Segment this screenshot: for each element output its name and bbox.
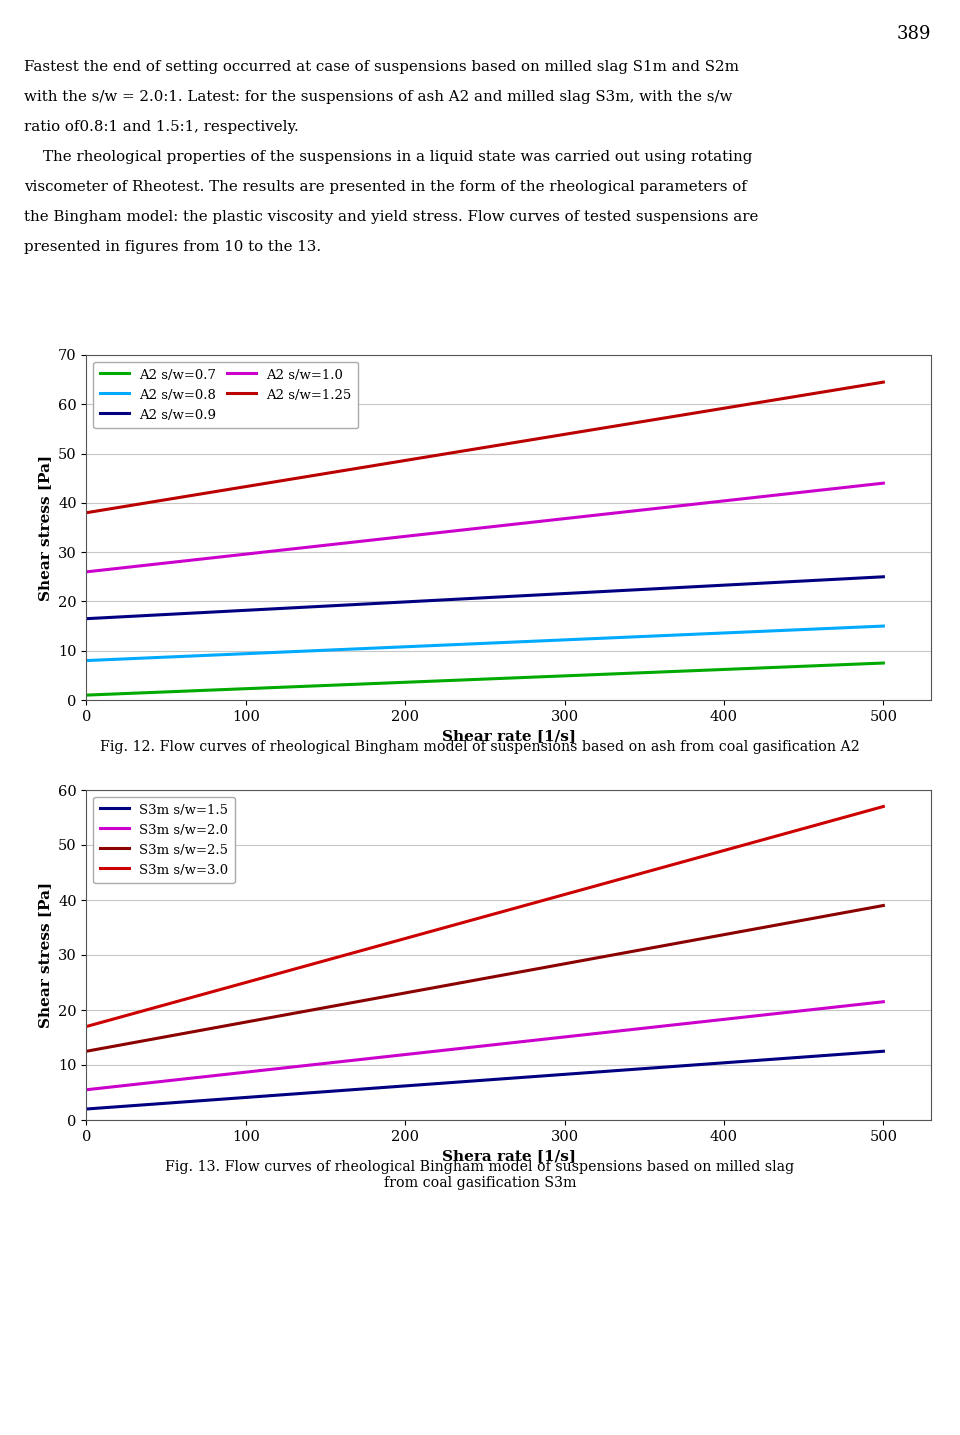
Text: Fastest the end of setting occurred at case of suspensions based on milled slag : Fastest the end of setting occurred at c…	[24, 60, 739, 75]
Text: viscometer of Rheotest. The results are presented in the form of the rheological: viscometer of Rheotest. The results are …	[24, 179, 747, 194]
Text: the Bingham model: the plastic viscosity and yield stress. Flow curves of tested: the Bingham model: the plastic viscosity…	[24, 210, 758, 224]
Text: Fig. 13. Flow curves of rheological Bingham model of suspensions based on milled: Fig. 13. Flow curves of rheological Bing…	[165, 1159, 795, 1190]
Y-axis label: Shear stress [Pa]: Shear stress [Pa]	[38, 883, 53, 1027]
Legend: A2 s/w=0.7, A2 s/w=0.8, A2 s/w=0.9, A2 s/w=1.0, A2 s/w=1.25: A2 s/w=0.7, A2 s/w=0.8, A2 s/w=0.9, A2 s…	[93, 362, 358, 428]
X-axis label: Shera rate [1/s]: Shera rate [1/s]	[442, 1149, 576, 1164]
Text: 389: 389	[897, 24, 931, 43]
Text: presented in figures from 10 to the 13.: presented in figures from 10 to the 13.	[24, 240, 322, 254]
Text: Fig. 12. Flow curves of rheological Bingham model of suspensions based on ash fr: Fig. 12. Flow curves of rheological Bing…	[100, 740, 860, 753]
Y-axis label: Shear stress [Pa]: Shear stress [Pa]	[38, 455, 53, 601]
X-axis label: Shear rate [1/s]: Shear rate [1/s]	[442, 729, 576, 743]
Text: ratio of0.8:1 and 1.5:1, respectively.: ratio of0.8:1 and 1.5:1, respectively.	[24, 121, 299, 133]
Text: The rheological properties of the suspensions in a liquid state was carried out : The rheological properties of the suspen…	[24, 151, 753, 164]
Legend: S3m s/w=1.5, S3m s/w=2.0, S3m s/w=2.5, S3m s/w=3.0: S3m s/w=1.5, S3m s/w=2.0, S3m s/w=2.5, S…	[93, 796, 235, 884]
Text: with the s/w = 2.0:1. Latest: for the suspensions of ash A2 and milled slag S3m,: with the s/w = 2.0:1. Latest: for the su…	[24, 90, 732, 103]
